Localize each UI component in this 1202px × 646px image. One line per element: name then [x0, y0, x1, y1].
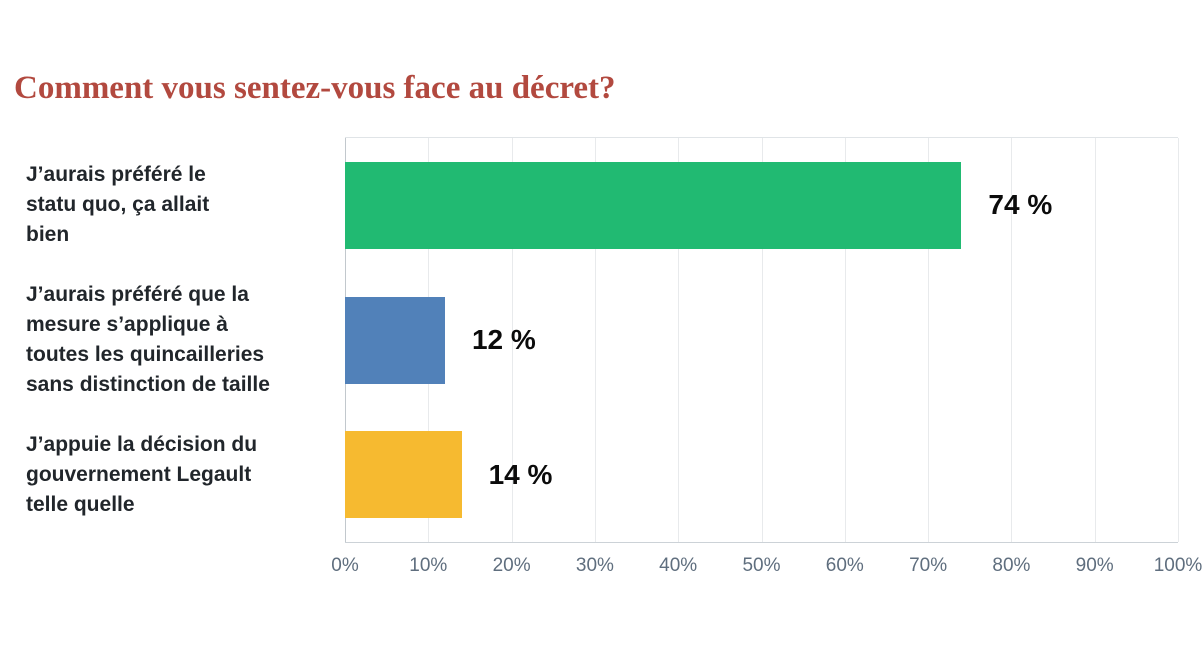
gridline-80% — [1011, 138, 1013, 542]
category-label-2: J’aurais préféré que la mesure s’applique… — [26, 282, 270, 396]
gridline-60% — [844, 138, 846, 542]
chart-title: Comment vous sentez-vous face au décret? — [14, 70, 616, 106]
category-label-1: J’aurais préféré le statu quo, ça allait b… — [26, 162, 210, 246]
x-axis-tick-80%: 80% — [992, 555, 1031, 576]
value-label-1: 74 % — [988, 189, 1053, 221]
value-label-2: 12 % — [471, 324, 536, 355]
x-axis-tick-90%: 90% — [1075, 555, 1114, 576]
x-axis-tick-30%: 30% — [575, 555, 614, 576]
bar-row-3: 14 % — [345, 407, 1178, 542]
gridline-40% — [678, 138, 680, 542]
value-label-3: 14 % — [488, 458, 553, 490]
category-label-3: J’appuie la décision du gouvernement Lega… — [26, 433, 258, 517]
x-axis-tick-60%: 60% — [825, 555, 864, 576]
x-axis: 0% 10% 20% 30% 40% 50% 60% 70% 80% 90% 100% — [331, 555, 1202, 581]
category-labels-column: J’aurais préféré le statu quo, ça allait b… — [26, 137, 336, 543]
x-axis-tick-0%: 0% — [331, 555, 359, 576]
bar-row-1: 74 % — [345, 138, 1178, 273]
bar-2 — [345, 296, 445, 384]
gridline-90% — [1094, 138, 1096, 542]
gridline-70% — [928, 138, 930, 542]
bar-3 — [345, 431, 462, 519]
x-axis-tick-10%: 10% — [409, 555, 448, 576]
x-axis-tick-20%: 20% — [492, 555, 531, 576]
plot-area: 74 % 12 % 14 % — [345, 137, 1179, 543]
bar-row-2: 12 % — [345, 273, 1178, 408]
gridline-50% — [761, 138, 763, 542]
gridline-100% — [1178, 138, 1179, 542]
gridline-20% — [511, 138, 513, 542]
gridline-30% — [594, 138, 596, 542]
bar-1 — [345, 161, 962, 249]
plot-bar-rows: 74 % 12 % 14 % — [345, 138, 1178, 542]
x-axis-tick-50%: 50% — [742, 555, 781, 576]
x-axis-tick-70%: 70% — [909, 555, 948, 576]
x-axis-tick-40%: 40% — [659, 555, 698, 576]
x-axis-tick-100%: 100% — [1153, 555, 1202, 576]
